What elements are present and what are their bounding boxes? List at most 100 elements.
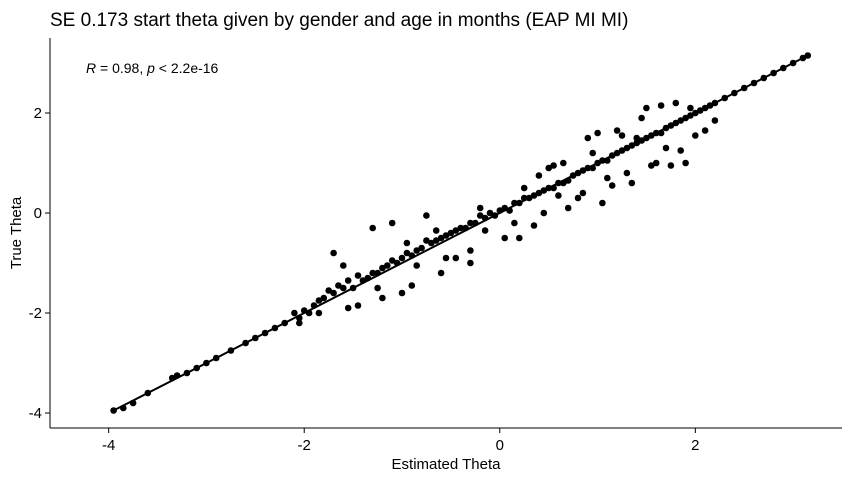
data-point — [413, 247, 421, 254]
data-point — [672, 99, 680, 107]
y-tick-label: 2 — [34, 105, 42, 122]
data-point — [579, 189, 587, 197]
data-point — [418, 244, 425, 252]
data-point — [398, 289, 406, 297]
data-point — [374, 284, 381, 292]
r-symbol: R — [86, 60, 96, 76]
data-point — [604, 174, 611, 182]
y-tick-label: -2 — [29, 305, 42, 322]
data-point — [452, 227, 460, 234]
data-point — [296, 319, 303, 327]
data-point — [682, 159, 689, 167]
data-point — [516, 234, 523, 242]
data-point — [804, 52, 812, 59]
data-point — [545, 164, 552, 172]
data-point — [574, 194, 582, 202]
data-point — [354, 272, 362, 279]
data-point — [340, 262, 347, 269]
p-value: < 2.2e-16 — [155, 60, 219, 76]
data-point — [408, 282, 416, 289]
data-point — [608, 182, 616, 189]
data-point — [335, 282, 342, 289]
data-point — [428, 239, 435, 247]
data-point — [701, 127, 709, 134]
correlation-annotation: R = 0.98, p < 2.2e-16 — [86, 60, 219, 76]
data-point — [315, 309, 323, 317]
data-point — [437, 269, 445, 277]
data-point — [315, 297, 323, 304]
x-tick-label: 0 — [496, 437, 504, 454]
y-axis-ticks: -4 -2 0 2 — [29, 105, 50, 422]
data-point — [535, 172, 543, 179]
data-point — [452, 254, 460, 262]
data-point — [584, 134, 592, 142]
data-point — [623, 169, 631, 177]
data-point — [442, 254, 450, 262]
data-point — [325, 287, 333, 294]
data-point — [555, 192, 562, 199]
data-point — [618, 132, 626, 139]
data-point — [652, 159, 660, 167]
data-point — [384, 262, 391, 269]
y-tick-label: 0 — [34, 205, 42, 222]
data-point — [432, 237, 440, 244]
data-point — [398, 254, 406, 262]
data-point — [711, 117, 719, 124]
data-point — [369, 269, 377, 277]
data-point — [467, 247, 474, 254]
data-point — [667, 162, 675, 169]
regression-line — [113, 54, 809, 412]
data-point — [648, 162, 655, 169]
data-point — [344, 304, 352, 312]
data-point — [344, 277, 352, 284]
data-point — [437, 234, 445, 242]
data-point — [613, 127, 621, 134]
data-point — [511, 219, 518, 227]
data-point — [291, 309, 298, 317]
x-axis-ticks: -4 -2 0 2 — [102, 428, 700, 454]
x-tick-label: -2 — [298, 437, 311, 454]
data-point — [330, 249, 337, 257]
data-point — [560, 159, 567, 167]
x-axis-title: Estimated Theta — [392, 456, 502, 473]
y-tick-label: -4 — [29, 405, 42, 422]
data-point — [628, 179, 636, 187]
data-point — [403, 239, 411, 247]
data-point — [413, 262, 421, 269]
data-point — [692, 132, 699, 139]
data-point — [638, 114, 645, 122]
data-point — [599, 199, 606, 207]
data-point — [388, 219, 396, 227]
data-point — [379, 264, 386, 272]
data-point — [423, 212, 430, 219]
data-point — [320, 294, 328, 302]
data-point — [520, 184, 528, 192]
data-point — [369, 224, 377, 232]
data-point — [481, 227, 489, 234]
chart-title: SE 0.173 start theta given by gender and… — [50, 10, 628, 31]
r-value: = 0.98, — [96, 60, 147, 76]
data-point — [354, 302, 362, 309]
data-point — [340, 284, 347, 292]
data-point — [330, 289, 337, 297]
data-point — [530, 222, 538, 229]
data-point — [476, 212, 484, 219]
data-point — [662, 144, 670, 152]
x-tick-label: 2 — [691, 437, 699, 454]
data-point — [501, 234, 509, 242]
p-symbol: p — [146, 60, 155, 76]
data-point — [589, 149, 596, 157]
data-point — [447, 229, 455, 237]
data-point — [423, 237, 430, 244]
data-point — [467, 259, 474, 267]
data-point — [486, 209, 494, 217]
data-point — [388, 257, 396, 264]
data-point — [457, 224, 465, 232]
data-point — [633, 134, 640, 142]
x-tick-label: -4 — [102, 437, 115, 454]
data-point — [687, 104, 694, 112]
data-point — [442, 232, 450, 239]
y-axis-title: True Theta — [8, 196, 25, 269]
data-point — [564, 204, 572, 212]
